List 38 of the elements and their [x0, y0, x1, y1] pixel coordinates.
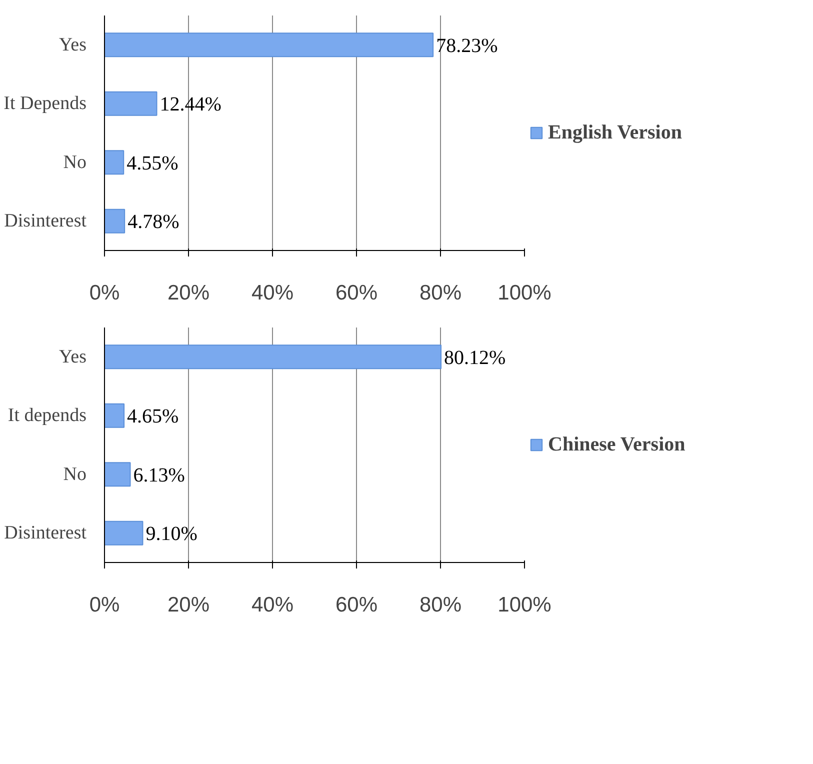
x-tick-label: 20% [167, 594, 210, 616]
data-label: 9.10% [146, 523, 198, 546]
y-tick-label: Yes [58, 346, 87, 368]
data-label: 80.12% [444, 346, 506, 369]
x-tick-label: 20% [167, 282, 210, 304]
data-label: 4.78% [128, 211, 180, 234]
bar [104, 520, 144, 546]
data-label: 4.55% [126, 152, 178, 174]
bar [104, 208, 126, 234]
y-tick-label: It depends [8, 405, 87, 426]
y-tick-label: Disinterest [4, 522, 88, 544]
y-tick-label: No [63, 464, 87, 485]
bar [104, 462, 131, 487]
x-tick-label: 0% [89, 282, 120, 304]
bar [104, 32, 434, 58]
x-tick-label: 60% [335, 282, 378, 304]
y-tick-label: It Depends [4, 93, 87, 114]
y-tick-label: No [63, 152, 87, 173]
bar [104, 150, 124, 175]
x-tick-label: 40% [251, 282, 294, 304]
data-label: 12.44% [160, 94, 222, 116]
bar [104, 403, 125, 428]
x-tick-label: 100% [498, 282, 552, 304]
data-label: 6.13% [133, 464, 185, 486]
x-tick-label: 40% [251, 594, 294, 616]
bar [104, 91, 158, 116]
x-tick-label: 80% [419, 282, 462, 304]
x-tick-label: 60% [335, 594, 378, 616]
x-tick-label: 0% [89, 594, 120, 616]
legend-label: Chinese Version [548, 433, 686, 456]
legend-label: English Version [548, 121, 682, 144]
bar [104, 344, 442, 370]
data-label: 78.23% [436, 34, 498, 57]
y-tick-label: Disinterest [4, 210, 88, 232]
x-tick-label: 100% [498, 594, 552, 616]
x-tick-label: 80% [419, 594, 462, 616]
data-label: 4.65% [127, 406, 179, 428]
y-tick-label: Yes [58, 34, 87, 56]
